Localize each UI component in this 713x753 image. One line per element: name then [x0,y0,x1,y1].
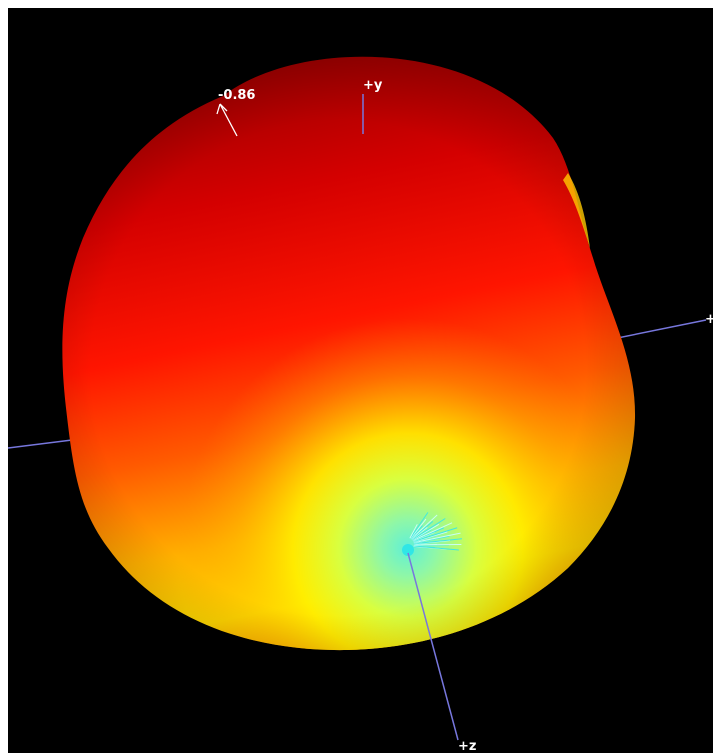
annotation-marker: -0.86 [216,88,255,137]
pole-glyph-stroke [413,532,461,544]
annotation-arrow-head [216,103,228,115]
pole-glyph-stroke [409,524,418,539]
z-axis-line [407,552,459,741]
pole-glyph-stroke [410,525,423,540]
surface-edge-shading [62,56,636,651]
annotation-arrow-line [219,103,238,137]
z-axis-label: +z [458,739,476,753]
annotation-value-label: -0.86 [218,88,255,103]
y-axis-label: +y [363,78,383,93]
pole-glyph-stroke [412,527,444,542]
pole-glyph-stroke [410,514,438,540]
pole-glyph-stroke [410,518,427,539]
pole-glyph-stroke [411,521,434,540]
pole-vector-glyphs [402,512,463,556]
pole-center-marker [402,544,414,556]
surface-plot-scene[interactable]: -0.86 +y +x +z [8,8,713,753]
pole-glyph-stroke [412,523,440,541]
x-axis-label: +x [705,312,713,327]
pole-glyph-stroke [413,527,458,543]
pole-glyph-stroke [413,545,459,551]
3d-viewport[interactable]: -0.86 +y +x +z [8,8,713,753]
pole-glyph-stroke [412,522,453,541]
pole-glyph-stroke [411,518,446,541]
surface-crease-highlight [563,173,590,248]
pole-glyph-stroke [409,512,429,539]
surface-body [62,56,636,651]
pole-glyph-stroke [413,538,463,545]
